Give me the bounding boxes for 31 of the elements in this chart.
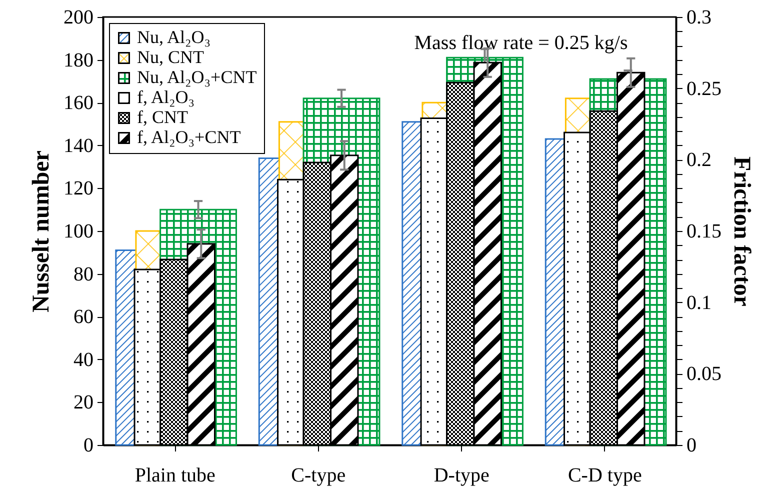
y-tick-label: 120 xyxy=(64,178,94,200)
y-tick-label: 20 xyxy=(74,392,94,414)
y2-tick-label: 0.1 xyxy=(686,292,712,314)
y-tick-label: 80 xyxy=(74,263,94,286)
y2-tick-label: 0.3 xyxy=(686,6,712,28)
legend-label: f, Al₂O₃+CNT xyxy=(137,127,241,147)
y-tick-label: 60 xyxy=(74,306,94,328)
legend-label: f, CNT xyxy=(137,107,188,127)
y2-tick-label: 0.05 xyxy=(686,363,722,386)
y2-axis-title: Friction factor xyxy=(728,156,754,307)
legend-label: Nu, Al₂O₃ xyxy=(137,27,211,47)
y-tick-label: 100 xyxy=(64,220,94,242)
y2-tick-label: 0.15 xyxy=(686,220,722,242)
y-tick-label: 160 xyxy=(64,92,94,114)
x-tick-label: C-type xyxy=(291,464,346,486)
x-tick-label: Plain tube xyxy=(134,464,216,486)
y-tick-label: 200 xyxy=(64,6,94,28)
y2-tick-label: 0.2 xyxy=(686,149,712,172)
legend-label: Nu, CNT xyxy=(137,47,204,67)
y-tick-label: 40 xyxy=(74,348,94,371)
y2-tick-label: 0.25 xyxy=(686,78,722,100)
x-tick-label: D-type xyxy=(434,464,490,486)
y-tick-label: 140 xyxy=(64,134,94,157)
annotation: Mass flow rate = 0.25 kg/s xyxy=(414,32,628,54)
y2-tick-label: 0 xyxy=(686,434,696,456)
legend-label: Nu, Al₂O₃+CNT xyxy=(137,67,257,87)
y-tick-label: 0 xyxy=(84,434,94,456)
y-tick-label: 180 xyxy=(64,49,94,72)
legend-label: f, Al₂O₃ xyxy=(137,87,195,107)
x-tick-label: C-D type xyxy=(568,464,642,486)
y-axis-title: Nusselt number xyxy=(28,150,54,313)
